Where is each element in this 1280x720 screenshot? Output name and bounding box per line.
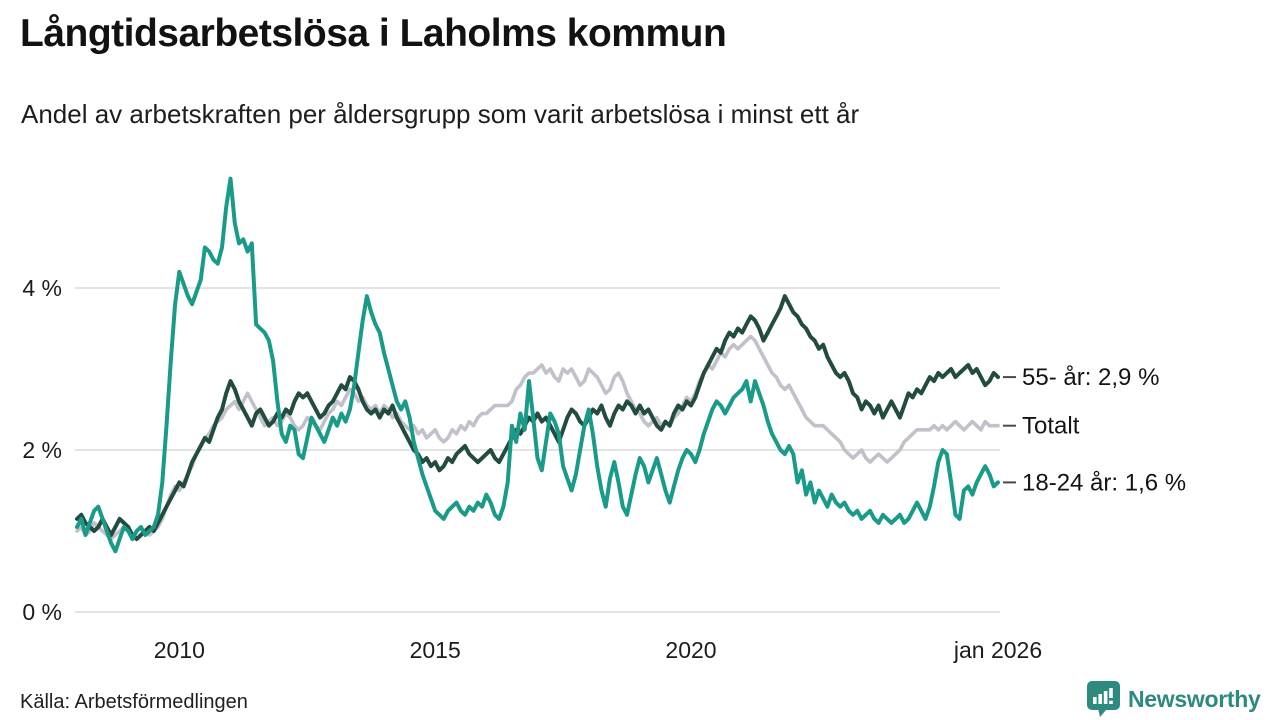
series-end-label: 18-24 år: 1,6 % bbox=[1022, 469, 1186, 496]
series-line-55- år bbox=[75, 294, 1000, 542]
x-axis-tick-label: 2010 bbox=[154, 637, 205, 663]
series-line-18-24 år bbox=[75, 176, 1000, 554]
series-line-Totalt bbox=[75, 334, 1000, 541]
newsworthy-wordmark: Newsworthy bbox=[1128, 685, 1261, 712]
x-axis-tick-label: 2020 bbox=[665, 637, 716, 663]
newsworthy-logo[interactable]: Newsworthy bbox=[1086, 680, 1261, 718]
y-axis-tick-label: 4 % bbox=[22, 275, 62, 301]
newsworthy-bubble-chart-icon bbox=[1087, 681, 1120, 717]
y-axis-tick-label: 2 % bbox=[22, 437, 62, 463]
series-end-label: Totalt bbox=[1022, 413, 1080, 440]
chart-title: Långtidsarbetslösa i Laholms kommun bbox=[20, 12, 727, 55]
x-axis-tick-label: 2015 bbox=[410, 637, 461, 663]
y-axis-tick-label: 0 % bbox=[22, 599, 62, 625]
series-end-label: 55- år: 2,9 % bbox=[1022, 364, 1159, 391]
source-note: Källa: Arbetsförmedlingen bbox=[20, 691, 248, 713]
chart-subtitle: Andel av arbetskraften per åldersgrupp s… bbox=[21, 99, 860, 129]
x-axis-tick-label: jan 2026 bbox=[953, 637, 1042, 663]
